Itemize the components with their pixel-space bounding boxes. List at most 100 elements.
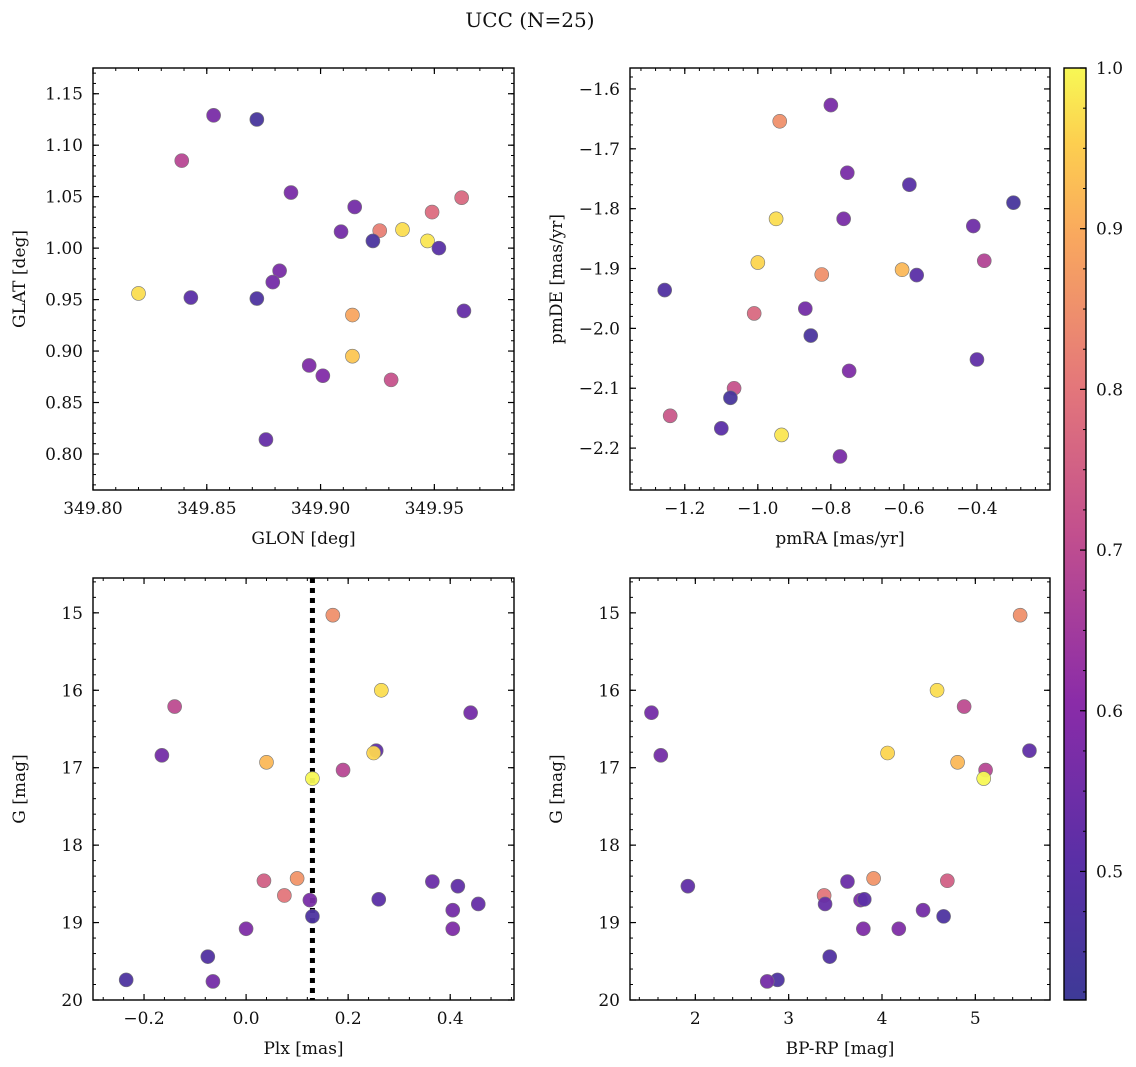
panel-glon_glat: 349.80 349.85 349.90 349.95 0.80 0.85 0.90 0.95… (10, 67, 515, 549)
x-tick-label: −1.2 (664, 499, 705, 519)
y-tick-label: 0.90 (45, 342, 83, 362)
scatter-point (365, 233, 381, 249)
scatter-point (424, 204, 440, 220)
scatter-point (383, 372, 399, 388)
scatter-point (803, 328, 819, 343)
scatter-point (840, 874, 855, 889)
x-tick-label: 0.0 (233, 1009, 260, 1029)
scatter-point (445, 902, 461, 918)
scatter-point (456, 303, 472, 319)
scatter-point (866, 871, 881, 886)
y-axis-label: G [mag] (10, 754, 30, 823)
y-tick-label: 20 (61, 991, 83, 1011)
colorbar-tick-label: 0.8 (1096, 380, 1123, 400)
colorbar: 0.5 0.6 0.7 0.8 0.9 1.0 (1063, 59, 1123, 1001)
scatter-point (891, 921, 907, 937)
y-tick-label: 17 (598, 759, 620, 779)
y-axis-label: GLAT [deg] (10, 230, 30, 328)
scatter-point (371, 892, 387, 907)
x-tick-label: 2 (690, 1009, 701, 1029)
scatter-point (277, 888, 292, 903)
panel-bprp_g: 2 3 4 5 15 16 17 18 19 20 BP-RP [mag] G [mag] (547, 577, 1051, 1059)
scatter-point (249, 112, 265, 127)
y-tick-label: 15 (61, 604, 83, 624)
minor-ticks (630, 68, 1051, 490)
y-tick-label: −2.0 (579, 319, 620, 339)
scatter-point (347, 199, 363, 215)
x-axis-label: Plx [mas] (263, 1039, 343, 1059)
scatter-point (746, 306, 762, 321)
y-tick-label: −2.1 (579, 379, 620, 399)
x-tick-label: 4 (877, 1009, 888, 1029)
scatter-points (644, 607, 1037, 989)
scatter-point (450, 878, 466, 894)
x-tick-label: 0.4 (437, 1009, 464, 1029)
scatter-point (644, 705, 659, 721)
scatter-point (768, 211, 784, 227)
scatter-point (817, 896, 833, 912)
y-tick-label: −1.7 (579, 140, 620, 160)
scatter-point (301, 358, 317, 373)
scatter-point (772, 113, 788, 129)
scatter-point (302, 892, 318, 908)
scatter-point (774, 427, 789, 443)
scatter-point (289, 871, 305, 886)
scatter-point (966, 218, 981, 234)
colorbar-tick-label: 0.5 (1096, 862, 1123, 882)
scatter-point (325, 607, 341, 623)
x-tick-label: 349.85 (177, 499, 236, 519)
scatter-point (976, 771, 992, 786)
scatter-point (880, 745, 895, 761)
panel-pmra_pmde: −1.2 −1.0 −0.8 −0.6 −0.4 −2.2 −2.1 −2.0 −1.9 −1.8… (547, 67, 1051, 549)
colorbar-gradient (1063, 67, 1087, 1001)
x-tick-label: −0.4 (956, 499, 997, 519)
scatter-point (1006, 195, 1021, 210)
colorbar-tick-label: 0.9 (1096, 220, 1123, 240)
y-axis-label: G [mag] (547, 754, 567, 823)
scatter-point (305, 771, 320, 786)
x-tick-label: 0.2 (335, 1009, 362, 1029)
scatter-points (131, 108, 472, 447)
scatter-point (259, 754, 274, 770)
scatter-point (929, 682, 945, 698)
scatter-point (425, 874, 440, 889)
minor-ticks (92, 68, 514, 490)
x-tick-label: −0.8 (810, 499, 851, 519)
scatter-point (366, 745, 381, 761)
scatter-point (183, 290, 199, 305)
y-tick-label: 1.05 (45, 188, 83, 208)
scatter-point (256, 873, 272, 889)
scatter-point (154, 748, 170, 763)
scatter-point (841, 363, 857, 379)
scatter-point (909, 267, 924, 283)
scatter-point (131, 286, 146, 301)
scatter-point (969, 352, 985, 367)
minor-ticks (93, 578, 514, 1001)
x-tick-label: −0.2 (123, 1009, 164, 1029)
scatter-point (118, 972, 134, 988)
scatter-point (335, 762, 351, 778)
minor-ticks (630, 578, 1051, 1001)
y-tick-label: 1.10 (45, 136, 83, 156)
scatter-point (822, 949, 838, 964)
scatter-point (856, 921, 871, 937)
scatter-point (470, 896, 486, 912)
scatter-point (902, 177, 917, 193)
scatter-point (894, 262, 910, 278)
y-tick-label: 18 (61, 836, 83, 856)
y-tick-label: 20 (598, 991, 620, 1011)
scatter-point (206, 108, 221, 123)
scatter-point (265, 274, 281, 290)
x-tick-label: 349.95 (405, 499, 464, 519)
y-tick-label: 0.95 (45, 291, 83, 311)
scatter-point (200, 949, 216, 964)
scatter-point (759, 974, 775, 989)
colorbar-tick-label: 0.7 (1096, 541, 1123, 561)
scatter-point (205, 974, 221, 989)
scatter-point (940, 873, 955, 889)
scatter-point (657, 282, 672, 298)
scatter-point (333, 224, 349, 239)
scatter-point (345, 307, 360, 323)
y-tick-label: 0.80 (45, 445, 83, 465)
y-tick-label: 17 (61, 759, 83, 779)
